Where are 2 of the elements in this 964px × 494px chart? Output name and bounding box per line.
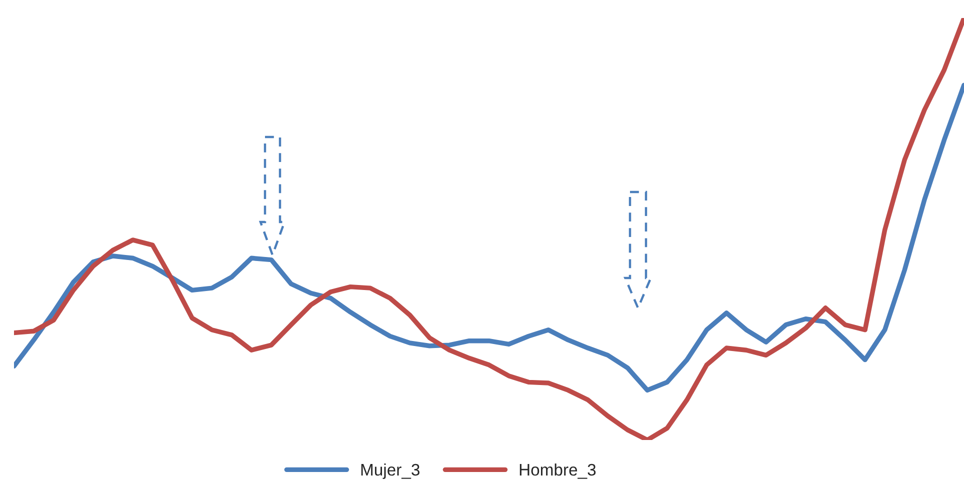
legend-label: Hombre_3	[520, 463, 596, 479]
legend-label: Mujer_3	[361, 463, 420, 479]
